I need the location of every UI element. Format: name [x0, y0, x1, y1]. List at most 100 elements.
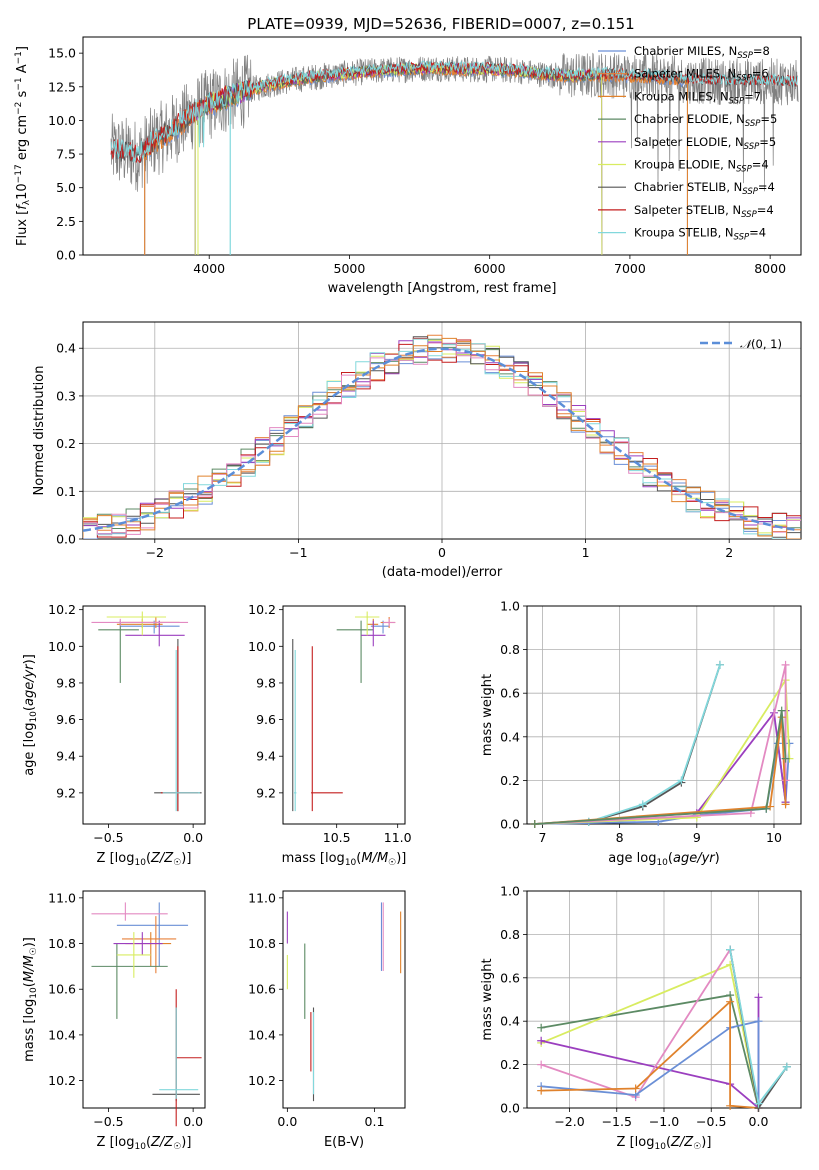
series-marker: [777, 706, 786, 715]
y-tick-label: 9.4: [56, 749, 76, 764]
series-marker: [726, 997, 735, 1006]
x-tick-label: 8000: [754, 261, 786, 276]
x-tick-label: 10: [766, 830, 782, 845]
y-tick-label: 0.8: [500, 642, 520, 657]
series-marker: [537, 1036, 546, 1045]
axes-frame: [526, 605, 802, 825]
series-line: [534, 664, 721, 825]
x-tick-label: −0.5: [93, 830, 123, 845]
y-tick-label: 9.8: [256, 675, 276, 690]
mass-vs-Z-panel: −0.5 0.0 10.2 10.4 10.6 10.8 11.0 Z [log10(Z/Z☉…: [22, 890, 206, 1152]
axes-frame: [282, 890, 406, 1109]
error-bar-point: [159, 1007, 199, 1099]
error-bar-point: [113, 932, 163, 955]
x-tick-label: −0.5: [696, 1114, 726, 1129]
y-tick-label: 0.0: [500, 817, 520, 832]
x-axis-label: mass [log10(M/M☉)]: [282, 851, 407, 868]
y-tick-label: 0.8: [500, 927, 520, 942]
spectrum-plot-area: [110, 52, 799, 255]
x-tick-label: 6000: [474, 261, 506, 276]
y-tick-label: 0.2: [500, 1057, 520, 1072]
histogram-step-line: [83, 350, 801, 539]
series-line: [534, 664, 787, 825]
residuals-plot-area: [83, 334, 801, 539]
x-tick-label: 8: [616, 830, 624, 845]
series-marker: [754, 993, 763, 1002]
y-tick-label: 10.2: [248, 602, 276, 617]
x-tick-label: 0: [438, 545, 446, 560]
series-line: [534, 664, 721, 825]
spectrum-legend: Chabrier MILES, NSSP=8 Salpeter MILES, NS…: [598, 44, 777, 243]
model-spectrum-line: [110, 60, 799, 163]
y-tick-label: 12.5: [48, 79, 76, 94]
series-marker: [537, 1023, 546, 1032]
series-marker: [631, 1084, 640, 1093]
series-marker: [537, 1060, 546, 1069]
error-bar-point: [311, 646, 343, 812]
y-tick-label: 0.0: [500, 1101, 520, 1116]
y-tick-label: 10.0: [48, 113, 76, 128]
series-marker: [677, 776, 686, 785]
y-axis-label: mass weight: [480, 674, 495, 756]
histogram-step-line: [83, 334, 801, 537]
series-line: [541, 999, 759, 1109]
y-tick-label: 10.0: [248, 639, 276, 654]
legend-entry: Kroupa ELODIE, NSSP=4: [634, 158, 769, 175]
figure-title: PLATE=0939, MJD=52636, FIBERID=0007, z=0…: [247, 15, 634, 33]
y-tick-label: 10.6: [48, 982, 76, 997]
y-tick-label: 9.6: [56, 712, 76, 727]
error-bar-point: [91, 902, 168, 921]
age-vs-Z-panel: −0.5 0.0 9.2 9.4 9.6 9.8 10.0 10.2 Z [log10(Z/Z☉…: [22, 602, 206, 868]
y-axis-label: Normed distribution: [32, 366, 47, 496]
mass-vs-ebv-panel: 0.0 0.1 10.2 10.4 10.6 10.8 11.0 E(B-V): [248, 890, 406, 1150]
y-tick-label: 0.2: [500, 773, 520, 788]
y-tick-label: 10.8: [248, 936, 276, 951]
x-tick-label: 9: [693, 830, 701, 845]
x-tick-label: 7000: [614, 261, 646, 276]
error-bar-point: [98, 620, 139, 683]
y-tick-label: 0.6: [500, 686, 520, 701]
histogram-step-line: [83, 337, 801, 539]
series-marker: [754, 1017, 763, 1026]
legend-entry: Kroupa STELIB, NSSP=4: [634, 226, 766, 243]
normal-distribution-curve: [83, 347, 799, 532]
x-tick-label: −1: [289, 545, 307, 560]
error-bar-point: [91, 618, 189, 627]
series-marker: [781, 754, 790, 763]
series-line: [534, 710, 787, 825]
x-axis-label: Z [log10(Z/Z☉)]: [617, 1135, 712, 1152]
y-tick-label: 10.6: [248, 982, 276, 997]
series-marker: [762, 804, 771, 813]
spectrum-panel: 4000 5000 6000 7000 8000 0.0 2.5 5.0 7.5 10.0 12.5…: [14, 36, 802, 296]
series-marker: [754, 1099, 763, 1108]
axes-frame: [526, 890, 802, 1109]
y-tick-label: 10.2: [248, 1073, 276, 1088]
x-axis-label: Z [log10(Z/Z☉)]: [97, 851, 192, 868]
x-tick-label: 10.5: [323, 830, 351, 845]
y-tick-label: 2.5: [56, 214, 76, 229]
y-axis-label: Flux [fλ10−17 erg cm−2 s−1 A−1]: [14, 46, 32, 246]
legend-entry: Chabrier MILES, NSSP=8: [634, 44, 770, 61]
x-tick-label: −2.0: [554, 1114, 584, 1129]
series-marker: [782, 1062, 791, 1071]
y-tick-label: 10.4: [48, 1027, 76, 1042]
x-axis-label: Z [log10(Z/Z☉)]: [97, 1135, 192, 1152]
x-tick-label: 7: [538, 830, 546, 845]
series-marker: [715, 660, 724, 669]
error-bar-point: [125, 932, 172, 967]
y-tick-label: 0.4: [56, 341, 76, 356]
x-tick-label: 0.1: [365, 1114, 385, 1129]
error-bar-point: [175, 989, 202, 1127]
legend-entry: Chabrier ELODIE, NSSP=5: [634, 112, 777, 129]
x-tick-label: 0.0: [277, 1114, 297, 1129]
error-bar-point: [116, 932, 151, 978]
legend-entry: 𝒩(0, 1): [740, 337, 782, 351]
error-bar-point: [361, 620, 386, 647]
y-tick-label: 0.2: [56, 436, 76, 451]
histogram-step-line: [83, 338, 801, 530]
age-vs-mass-panel: 10.5 11.0 9.2 9.4 9.6 9.8 10.0 10.2 mass [log10(…: [248, 602, 411, 868]
error-bar-point: [125, 620, 185, 647]
x-axis-label: E(B-V): [324, 1135, 364, 1150]
error-bar-point: [106, 611, 167, 636]
series-marker: [781, 776, 790, 785]
